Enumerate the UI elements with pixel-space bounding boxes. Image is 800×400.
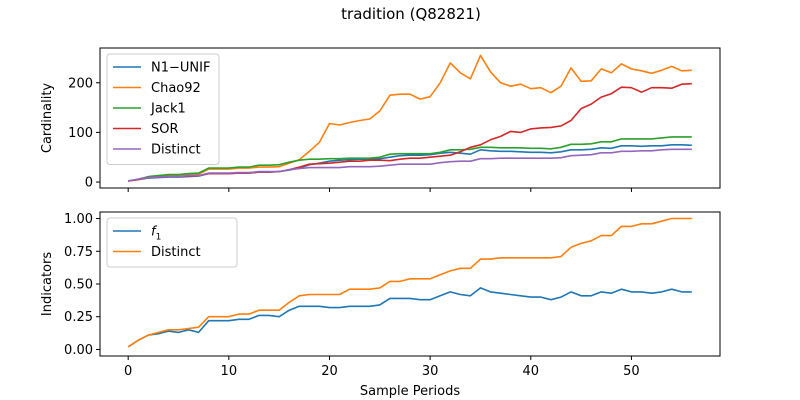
y-tick-label: 200 — [68, 76, 93, 91]
legend: f1 Distinct — [106, 217, 238, 268]
series-line-jack1 — [128, 136, 692, 182]
legend-box — [106, 53, 220, 165]
series-line-chao92 — [128, 54, 692, 182]
indicators-panel: 0 10 20 30 40 50 0.00 0.25 0.50 0.75 1.00 Indicator… — [40, 211, 721, 399]
legend-label: f1 — [151, 225, 161, 243]
x-tick-label: 30 — [422, 364, 439, 379]
y-tick-label: 100 — [68, 126, 93, 141]
series-line-distinct — [127, 217, 692, 348]
y-tick-label: 0.50 — [64, 278, 93, 293]
legend-label: Chao92 — [151, 81, 201, 96]
x-tick-label: 40 — [523, 364, 540, 379]
x-tick-label: 0 — [124, 364, 132, 379]
series-line-f — [127, 287, 692, 348]
axes-frame — [99, 47, 721, 189]
legend-label: N1−UNIF — [151, 61, 210, 76]
legend: N1−UNIF Chao92 Jack1 SOR Distinct — [106, 53, 220, 165]
y-tick-label: 0.75 — [64, 245, 93, 260]
x-tick-label: 20 — [321, 364, 338, 379]
series-line-distinct — [128, 148, 692, 182]
y-tick-label: 0.00 — [64, 343, 93, 358]
legend-label: Distinct — [151, 143, 201, 158]
cardinality-panel: 0 100 200 Cardinality N1−UNIF Chao92 Jack1 SOR D… — [40, 47, 721, 192]
x-tick-label: 50 — [623, 364, 640, 379]
y-tick-label: 1.00 — [64, 212, 93, 227]
legend-label: SOR — [151, 122, 179, 137]
y-axis-label: Indicators — [40, 252, 55, 316]
y-tick-label: 0 — [85, 176, 93, 191]
legend-label: Distinct — [151, 245, 201, 260]
y-tick-label: 0.25 — [64, 310, 93, 325]
figure-title: tradition (Q82821) — [341, 5, 481, 23]
x-tick-label: 10 — [221, 364, 238, 379]
legend-label: Jack1 — [150, 102, 186, 117]
x-axis-label: Sample Periods — [360, 384, 460, 399]
y-axis-label: Cardinality — [40, 83, 55, 154]
